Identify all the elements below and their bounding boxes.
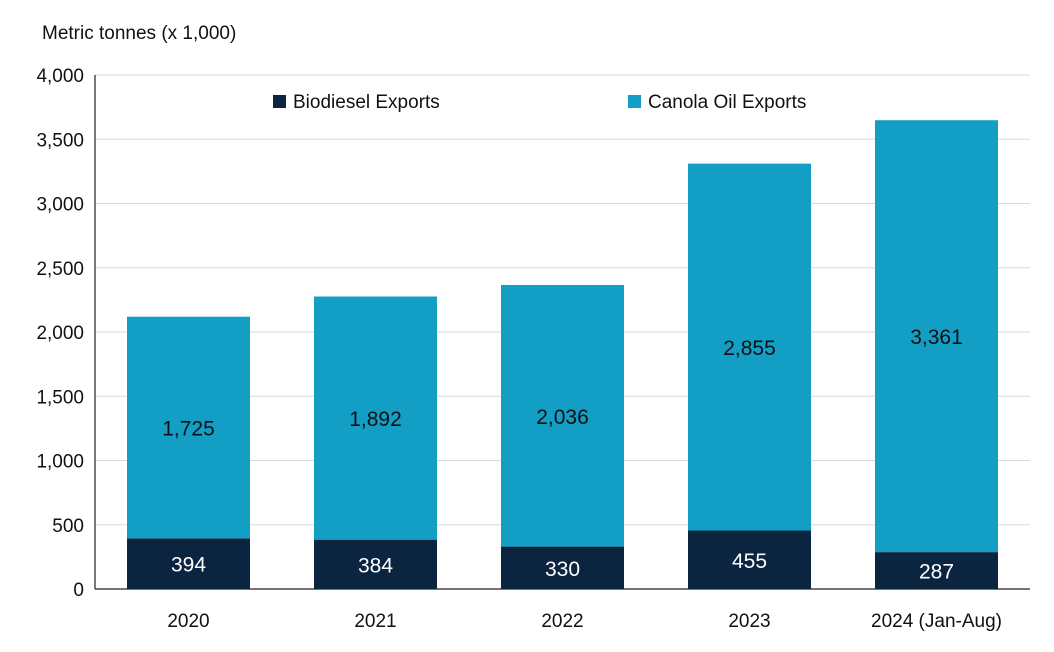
y-axis-ticks: 0 500 1,000 1,500 2,000 2,500 3,000 3,500 4,000 [36, 66, 84, 601]
x-tick-label: 2023 [728, 611, 770, 632]
bar-canola-oil [127, 316, 250, 539]
x-tick-label: 2021 [354, 611, 396, 632]
bar-canola-oil [501, 284, 624, 547]
y-tick-label: 4,000 [36, 66, 84, 87]
y-tick-label: 500 [52, 516, 84, 537]
data-label: 455 [732, 550, 767, 573]
data-label: 2,855 [723, 337, 776, 360]
bar-canola-oil [688, 163, 811, 531]
bar-biodiesel [501, 546, 624, 589]
bar-canola-oil [875, 120, 998, 553]
data-label: 330 [545, 558, 580, 581]
legend-swatch-canola-oil [628, 95, 641, 108]
bars [127, 120, 998, 589]
legend-label: Biodiesel Exports [293, 92, 440, 113]
bar-biodiesel [688, 530, 811, 589]
data-label: 384 [358, 554, 393, 577]
legend: Biodiesel Exports Canola Oil Exports [273, 92, 806, 113]
bar-canola-oil [314, 296, 437, 540]
x-tick-label: 2022 [541, 611, 583, 632]
x-tick-label: 2020 [167, 611, 209, 632]
data-label: 2,036 [536, 406, 589, 429]
data-label: 1,892 [349, 408, 402, 431]
legend-label: Canola Oil Exports [648, 92, 806, 113]
y-tick-label: 0 [73, 580, 84, 601]
bar-biodiesel [875, 552, 998, 589]
data-labels: 394 1,725 384 1,892 330 2,036 455 2,855 287 3,361 [162, 326, 963, 583]
bar-biodiesel [314, 539, 437, 589]
y-tick-label: 1,500 [36, 387, 84, 408]
data-label: 394 [171, 554, 206, 577]
data-label: 1,725 [162, 418, 215, 441]
y-tick-label: 1,000 [36, 452, 84, 473]
data-label: 287 [919, 561, 954, 584]
legend-swatch-biodiesel [273, 95, 286, 108]
x-tick-label: 2024 (Jan-Aug) [871, 611, 1002, 632]
y-tick-label: 2,000 [36, 323, 84, 344]
bar-biodiesel [127, 538, 250, 589]
y-axis-title: Metric tonnes (x 1,000) [42, 23, 236, 44]
data-label: 3,361 [910, 326, 963, 349]
y-tick-label: 3,500 [36, 130, 84, 151]
y-tick-label: 2,500 [36, 259, 84, 280]
y-tick-label: 3,000 [36, 195, 84, 216]
x-axis-ticks: 2020 2021 2022 2023 2024 (Jan-Aug) [167, 611, 1002, 632]
